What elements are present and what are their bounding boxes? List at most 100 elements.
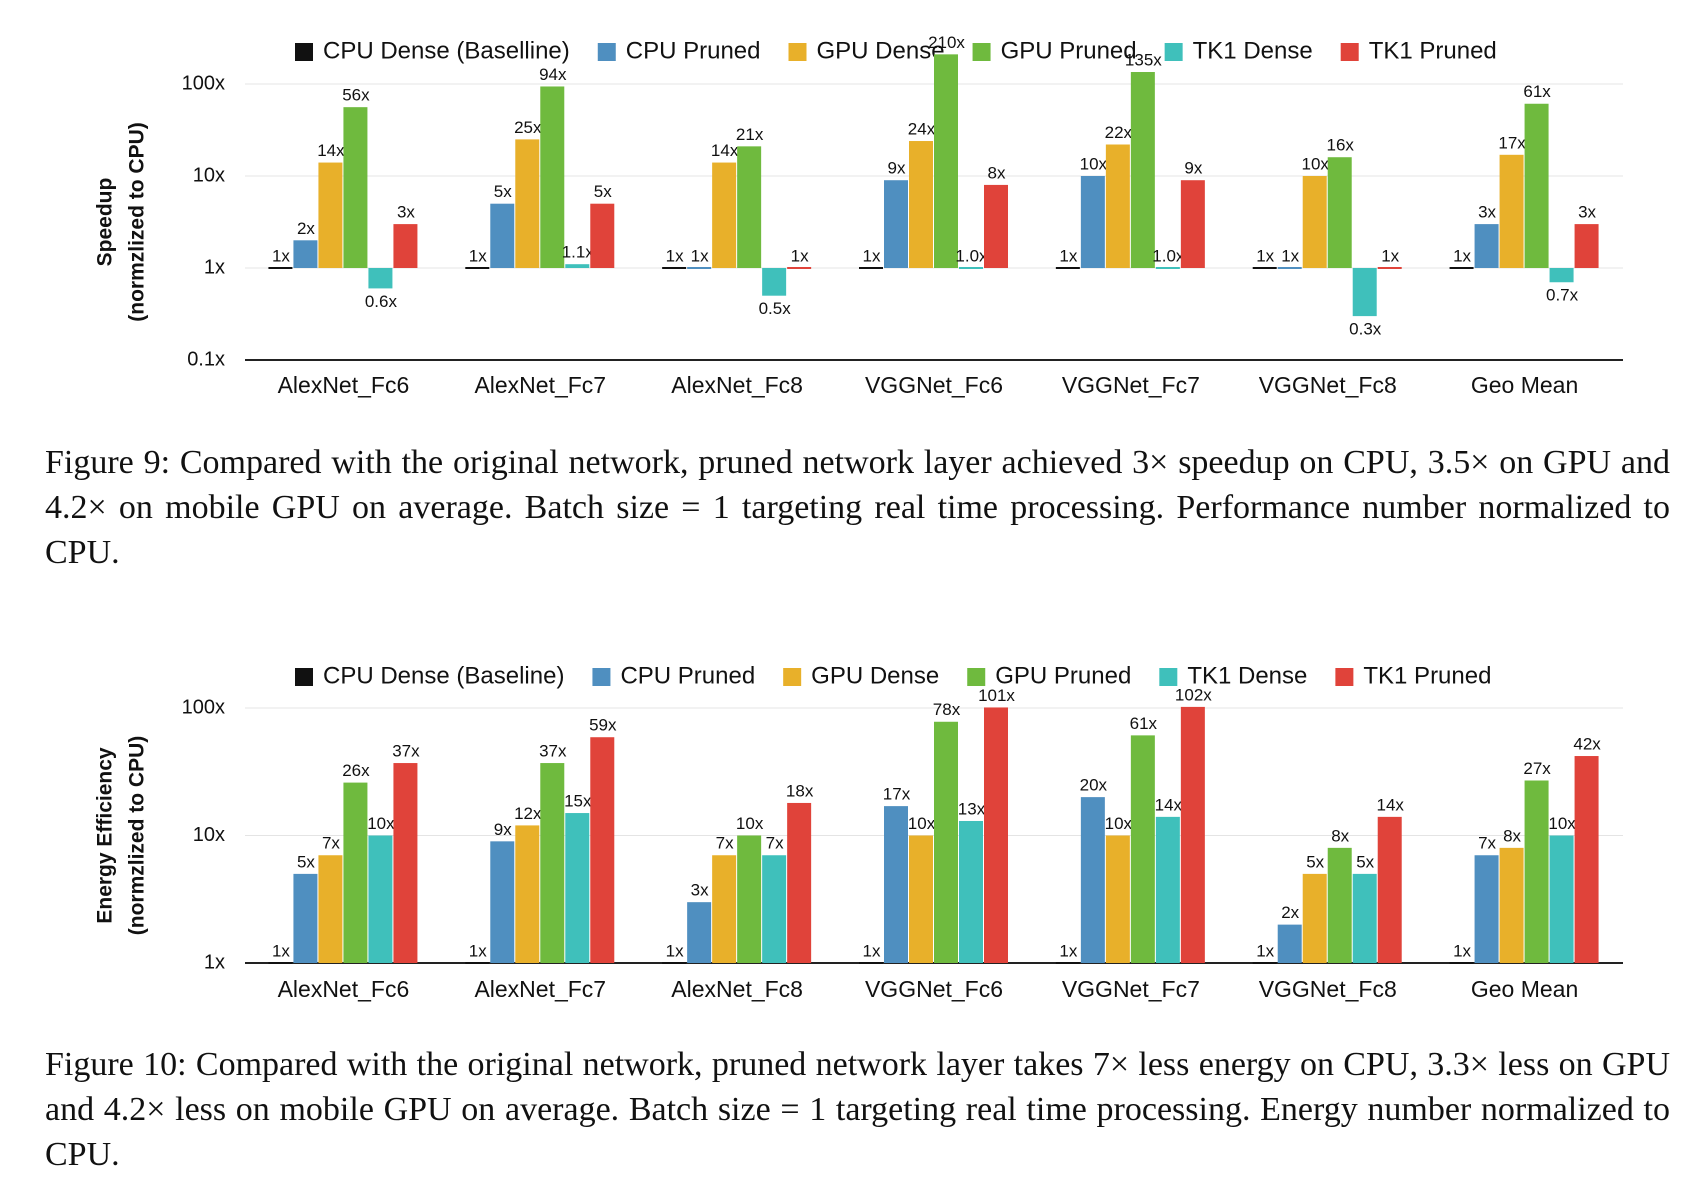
data-label: 10x	[1105, 814, 1133, 833]
data-label: 1x	[666, 941, 684, 960]
data-label: 37x	[539, 742, 567, 761]
x-tick-label: AlexNet_Fc7	[474, 976, 606, 1002]
data-label: 1x	[1281, 246, 1299, 265]
data-label: 15x	[564, 792, 592, 811]
bar	[859, 962, 883, 964]
data-label: 18x	[786, 781, 814, 800]
bar	[1130, 735, 1155, 963]
bar	[934, 54, 958, 269]
data-label: 210x	[928, 33, 965, 52]
bar	[1277, 267, 1302, 269]
bar	[540, 763, 565, 963]
bar	[1352, 873, 1377, 963]
data-label: 20x	[1080, 776, 1108, 795]
bar	[737, 835, 762, 963]
legend-label: TK1 Pruned	[1369, 37, 1497, 64]
bar	[1499, 847, 1524, 963]
bar	[590, 737, 615, 963]
data-label: 1.0x	[1152, 246, 1185, 265]
y-tick-label: 0.1x	[187, 348, 225, 370]
data-label: 21x	[736, 125, 764, 144]
x-tick-label: VGGNet_Fc6	[865, 976, 1003, 1002]
data-label: 26x	[342, 761, 370, 780]
bar	[1180, 706, 1205, 963]
bar	[268, 267, 293, 269]
bar	[393, 763, 418, 963]
data-label: 24x	[908, 120, 936, 139]
data-label: 102x	[1175, 685, 1212, 704]
bar	[1277, 924, 1302, 963]
data-label: 14x	[1155, 795, 1183, 814]
y-tick-label: 10x	[193, 164, 225, 186]
data-label: 9x	[494, 820, 512, 839]
data-label: 5x	[297, 852, 315, 871]
y-tick-label: 1x	[204, 256, 225, 278]
x-tick-label: AlexNet_Fc6	[278, 372, 410, 398]
bar	[1080, 176, 1105, 268]
bar	[1549, 268, 1574, 283]
data-label: 5x	[1356, 852, 1374, 871]
legend-label: CPU Pruned	[626, 37, 761, 64]
bar	[343, 782, 368, 963]
y-tick-label: 1x	[204, 951, 225, 973]
data-label: 10x	[908, 814, 936, 833]
data-label: 78x	[933, 700, 961, 719]
bar	[1155, 267, 1180, 269]
x-tick-label: VGGNet_Fc7	[1062, 976, 1200, 1002]
data-label: 0.5x	[759, 299, 792, 318]
data-label: 1x	[1453, 941, 1471, 960]
caption: Figure 9: Compared with the original net…	[45, 444, 1670, 571]
bar	[1327, 157, 1352, 268]
legend-swatch	[295, 43, 313, 61]
data-label: 8x	[1503, 826, 1521, 845]
data-label: 10x	[1080, 154, 1108, 173]
bar	[884, 806, 908, 963]
data-label: 2x	[1281, 903, 1299, 922]
bar	[515, 825, 540, 963]
y-tick-label: 10x	[193, 824, 225, 846]
caption: Figure 10: Compared with the original ne…	[45, 1046, 1670, 1173]
bar	[1377, 267, 1402, 269]
bar	[1449, 962, 1474, 964]
bar	[712, 162, 737, 268]
bar	[1180, 180, 1205, 268]
data-label: 1.0x	[955, 246, 988, 265]
bar	[687, 902, 712, 963]
legend-swatch	[597, 43, 616, 61]
data-label: 13x	[958, 799, 986, 818]
x-tick-label: AlexNet_Fc6	[278, 976, 410, 1002]
data-label: 7x	[766, 834, 784, 853]
bar	[1524, 103, 1549, 268]
bar	[540, 86, 565, 269]
legend-label: GPU Pruned	[995, 662, 1131, 689]
data-label: 25x	[514, 118, 542, 137]
legend-swatch	[788, 43, 807, 61]
legend-label: CPU Pruned	[620, 662, 755, 689]
data-label: 9x	[888, 159, 906, 178]
x-tick-label: VGGNet_Fc8	[1259, 372, 1397, 398]
bar	[465, 267, 490, 269]
bar	[368, 835, 393, 963]
bar	[984, 184, 1008, 268]
bar	[1105, 835, 1130, 963]
bar	[1252, 962, 1277, 964]
bar	[268, 962, 293, 964]
data-label: 5x	[494, 182, 512, 201]
bar	[662, 267, 687, 269]
data-label: 27x	[1523, 759, 1551, 778]
data-label: 1x	[469, 941, 487, 960]
bar	[490, 203, 515, 268]
data-label: 7x	[322, 834, 340, 853]
bar	[1474, 855, 1499, 963]
bar	[737, 146, 762, 268]
bar	[293, 240, 318, 268]
data-label: 1x	[469, 246, 487, 265]
data-label: 5x	[594, 182, 612, 201]
bar	[984, 707, 1008, 963]
y-axis-label: Speedup	[94, 178, 117, 267]
x-tick-label: VGGNet_Fc7	[1062, 372, 1200, 398]
bar	[1574, 224, 1599, 268]
legend-swatch	[295, 668, 313, 686]
data-label: 59x	[589, 716, 617, 735]
legend-label: CPU Dense (Baseline)	[323, 662, 564, 689]
